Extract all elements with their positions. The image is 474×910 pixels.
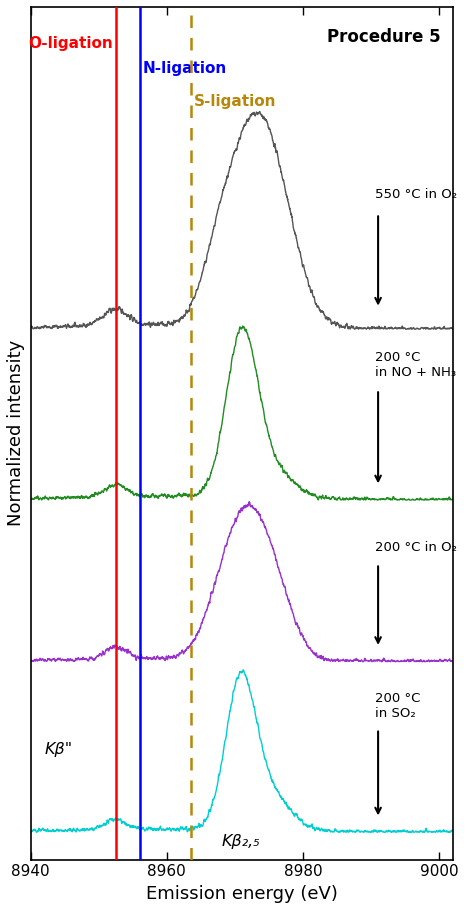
Text: 200 °C
in NO + NH₃: 200 °C in NO + NH₃ bbox=[374, 350, 456, 379]
Text: N-ligation: N-ligation bbox=[142, 61, 227, 76]
Text: O-ligation: O-ligation bbox=[28, 35, 113, 51]
Text: S-ligation: S-ligation bbox=[193, 94, 276, 108]
X-axis label: Emission energy (eV): Emission energy (eV) bbox=[146, 885, 337, 903]
Text: 200 °C
in SO₂: 200 °C in SO₂ bbox=[374, 692, 420, 720]
Y-axis label: Normalized intensity: Normalized intensity bbox=[7, 340, 25, 526]
Text: Kβ": Kβ" bbox=[44, 743, 72, 757]
Text: Kβ₂,₅: Kβ₂,₅ bbox=[221, 834, 260, 849]
Text: 200 °C in O₂: 200 °C in O₂ bbox=[374, 541, 456, 554]
Text: 550 °C in O₂: 550 °C in O₂ bbox=[374, 187, 457, 201]
Text: Procedure 5: Procedure 5 bbox=[327, 28, 440, 46]
